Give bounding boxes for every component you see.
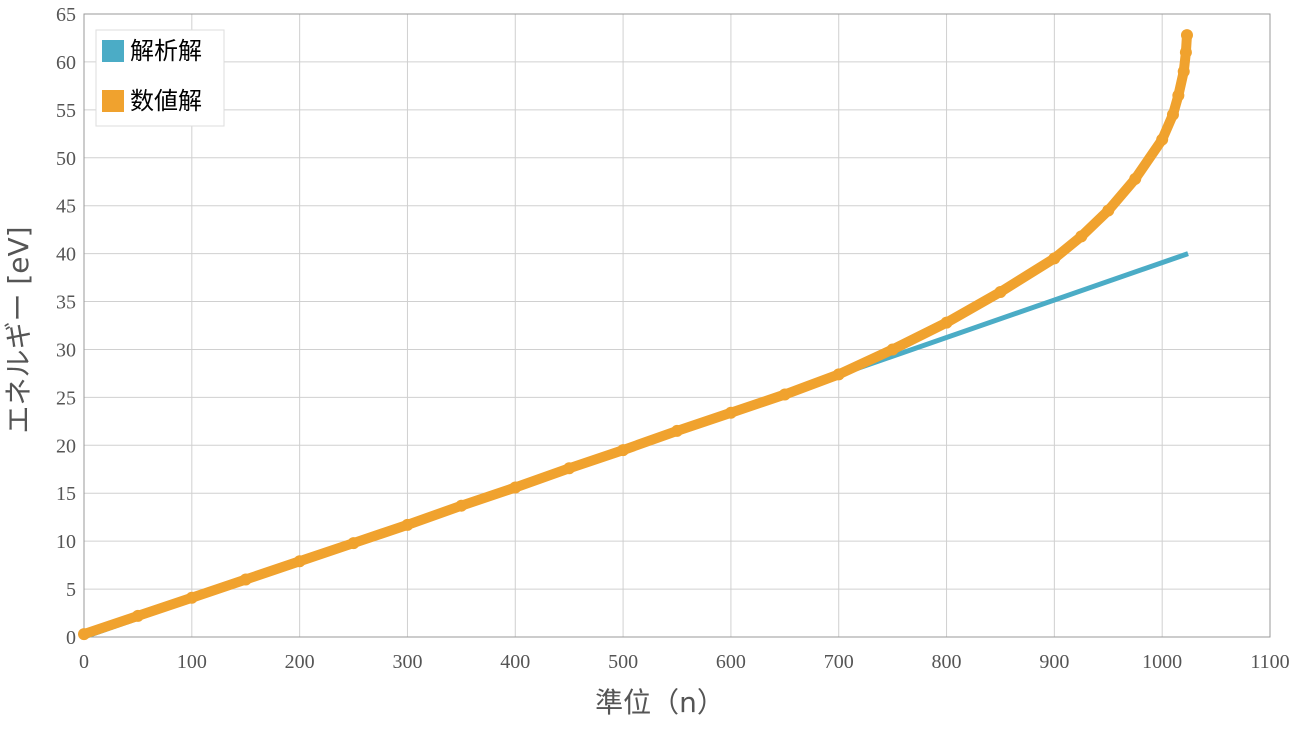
data-point bbox=[1075, 230, 1088, 243]
series-line bbox=[82, 34, 1192, 639]
plot-frame bbox=[83, 13, 1271, 638]
data-point bbox=[293, 555, 306, 568]
data-point bbox=[1177, 65, 1190, 78]
data-point bbox=[185, 591, 198, 604]
data-point bbox=[455, 499, 468, 512]
data-point bbox=[1172, 89, 1185, 102]
y-tick-label: 30 bbox=[56, 339, 76, 361]
y-tick-label: 50 bbox=[56, 148, 76, 170]
y-tick-label: 5 bbox=[66, 579, 76, 601]
y-tick-label: 60 bbox=[56, 52, 76, 74]
x-tick-label: 600 bbox=[716, 651, 746, 673]
data-point bbox=[671, 424, 683, 437]
data-point bbox=[940, 316, 953, 329]
x-tick-label: 1100 bbox=[1250, 651, 1289, 673]
data-point bbox=[401, 518, 414, 531]
x-axis-label: 準位（n） bbox=[595, 686, 725, 719]
legend-label: 数値解 bbox=[130, 87, 202, 115]
x-tick-label: 100 bbox=[177, 651, 207, 673]
data-point bbox=[994, 285, 1007, 298]
data-point bbox=[347, 537, 360, 550]
data-point bbox=[617, 444, 630, 457]
y-tick-label: 20 bbox=[56, 435, 76, 457]
x-tick-label: 1000 bbox=[1142, 651, 1182, 673]
data-point bbox=[724, 406, 737, 419]
y-tick-label: 45 bbox=[56, 196, 76, 218]
data-point bbox=[1048, 252, 1061, 265]
x-tick-label: 400 bbox=[500, 651, 530, 673]
x-tick-label: 300 bbox=[392, 651, 422, 673]
data-point bbox=[886, 343, 899, 356]
legend-swatch bbox=[102, 90, 124, 112]
data-point bbox=[563, 462, 576, 475]
data-point bbox=[1129, 172, 1142, 185]
x-tick-label: 800 bbox=[932, 651, 962, 673]
data-point bbox=[832, 368, 845, 381]
data-point bbox=[131, 609, 144, 622]
legend-swatch bbox=[102, 40, 124, 62]
data-point bbox=[1180, 29, 1193, 42]
y-tick-label: 65 bbox=[56, 4, 76, 26]
y-tick-label: 35 bbox=[56, 292, 76, 314]
y-tick-label: 25 bbox=[56, 387, 76, 409]
x-tick-label: 700 bbox=[824, 651, 854, 673]
y-tick-label: 10 bbox=[56, 531, 76, 553]
data-point bbox=[778, 388, 791, 401]
data-point bbox=[1156, 133, 1169, 146]
data-point bbox=[1102, 204, 1115, 217]
y-tick-label: 55 bbox=[56, 100, 76, 122]
y-tick-label: 40 bbox=[56, 244, 76, 266]
legend-label: 解析解 bbox=[130, 37, 202, 65]
data-point bbox=[78, 628, 90, 641]
data-point bbox=[239, 573, 252, 586]
x-tick-label: 200 bbox=[285, 651, 315, 673]
y-axis-label: エネルギー [eV] bbox=[2, 226, 35, 433]
y-tick-label: 0 bbox=[66, 627, 76, 649]
x-tick-label: 500 bbox=[608, 651, 638, 673]
data-point bbox=[1166, 108, 1179, 121]
data-point bbox=[509, 481, 522, 494]
x-tick-label: 0 bbox=[79, 651, 89, 673]
data-point bbox=[1179, 46, 1192, 59]
x-tick-label: 900 bbox=[1039, 651, 1069, 673]
y-tick-label: 15 bbox=[56, 483, 76, 505]
